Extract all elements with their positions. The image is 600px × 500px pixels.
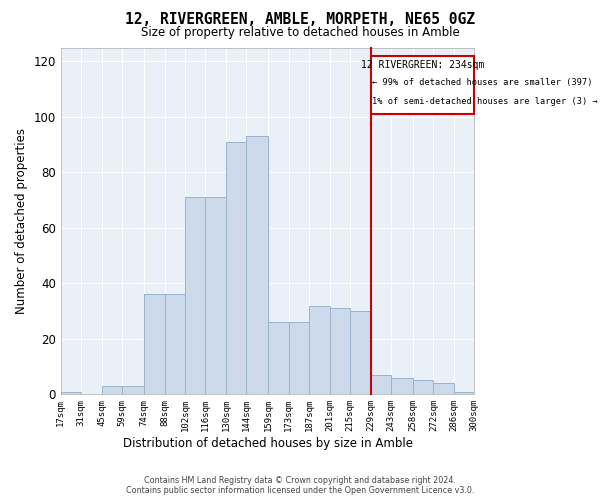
Bar (102, 386, 122, 394)
Y-axis label: Number of detached properties: Number of detached properties (15, 128, 28, 314)
Text: 1% of semi-detached houses are larger (3) →: 1% of semi-detached houses are larger (3… (372, 98, 598, 106)
Bar (391, 378, 413, 394)
Bar (164, 294, 185, 394)
X-axis label: Distribution of detached houses by size in Amble: Distribution of detached houses by size … (122, 437, 413, 450)
Bar (371, 375, 391, 394)
Text: 12 RIVERGREEN: 234sqm: 12 RIVERGREEN: 234sqm (361, 60, 484, 70)
Bar (350, 311, 371, 394)
Bar (454, 392, 474, 394)
Bar (413, 380, 433, 394)
Bar (247, 136, 268, 394)
Bar (185, 198, 205, 394)
Bar (144, 294, 164, 394)
Bar (122, 386, 144, 394)
Bar (205, 198, 226, 394)
Bar (433, 383, 454, 394)
Bar (226, 142, 247, 395)
Text: ← 99% of detached houses are smaller (397): ← 99% of detached houses are smaller (39… (372, 78, 592, 87)
Bar (61, 392, 81, 394)
Text: 12, RIVERGREEN, AMBLE, MORPETH, NE65 0GZ: 12, RIVERGREEN, AMBLE, MORPETH, NE65 0GZ (125, 12, 475, 28)
Bar (289, 322, 309, 394)
Text: Contains HM Land Registry data © Crown copyright and database right 2024.
Contai: Contains HM Land Registry data © Crown c… (126, 476, 474, 495)
Text: Size of property relative to detached houses in Amble: Size of property relative to detached ho… (140, 26, 460, 39)
Bar (329, 308, 350, 394)
Bar (309, 306, 329, 394)
FancyBboxPatch shape (371, 56, 474, 114)
Bar (268, 322, 289, 394)
